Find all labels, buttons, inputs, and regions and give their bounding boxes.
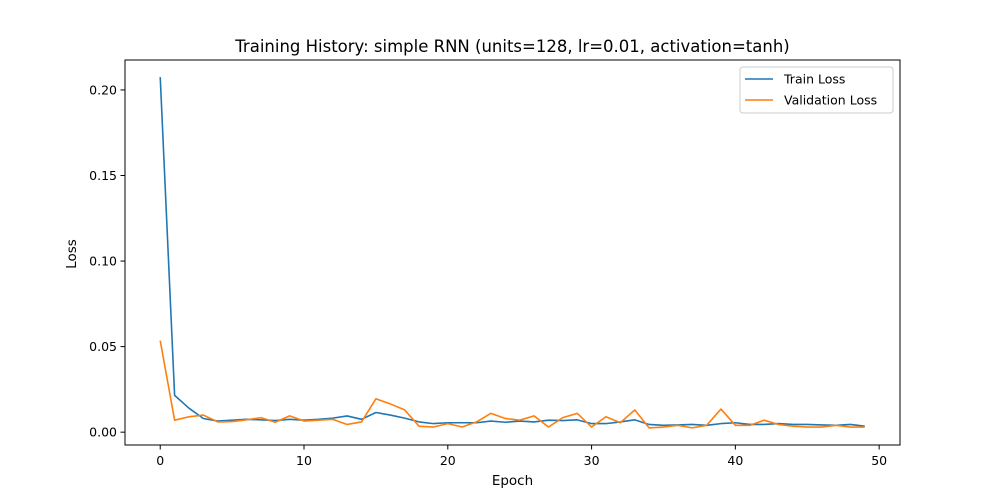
x-tick-label: 20 (440, 453, 456, 468)
series-layer (159, 77, 865, 429)
y-tick-label: 0.10 (89, 254, 117, 269)
y-tick-label: 0.00 (89, 425, 117, 440)
x-tick-label: 0 (156, 453, 164, 468)
y-tick-label: 0.05 (89, 339, 117, 354)
legend-label-train: Train Loss (783, 72, 845, 87)
x-tick-label: 40 (727, 453, 743, 468)
legend: Train Loss Validation Loss (739, 66, 894, 114)
chart-title: Training History: simple RNN (units=128,… (234, 37, 789, 56)
legend-box (739, 66, 894, 114)
plot-frame (124, 59, 901, 446)
legend-label-validation: Validation Loss (784, 93, 877, 108)
x-tick-label: 50 (871, 453, 887, 468)
x-tick-label: 10 (296, 453, 312, 468)
x-tick-label: 30 (584, 453, 600, 468)
axes: 0 10 20 30 40 50 0.00 0.05 0.10 0.15 0.20 (89, 59, 901, 468)
validation-loss-line (159, 340, 865, 429)
y-axis-label: Loss (64, 239, 80, 269)
y-tick-label: 0.20 (89, 82, 117, 97)
y-tick-label: 0.15 (89, 168, 117, 183)
x-axis-label: Epoch (492, 473, 533, 489)
